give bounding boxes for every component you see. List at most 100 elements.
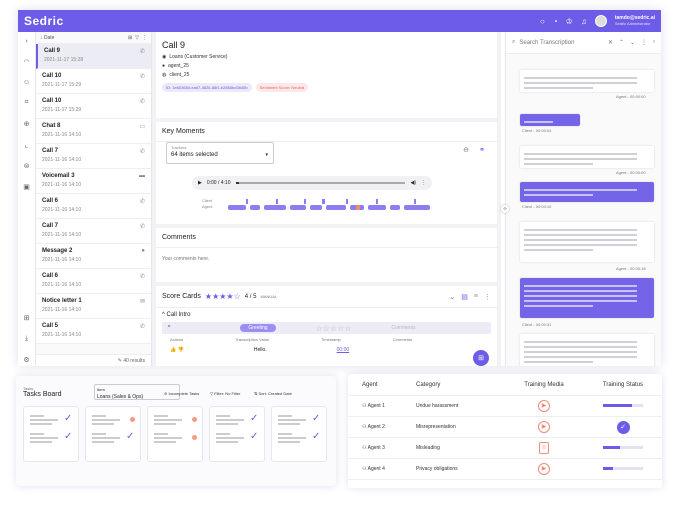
link-icon[interactable]: ⚭ (479, 147, 485, 154)
call-list-item[interactable]: Call 6 2021-11-16 14:10 ✆ (36, 194, 151, 219)
audio-progress[interactable] (235, 182, 406, 184)
task-card[interactable]: ✓ (85, 406, 141, 462)
incomplete-filter[interactable]: ⊘ Incomplete Tasks (164, 391, 200, 396)
chart-icon[interactable]: ⌞ (24, 142, 29, 149)
search-input[interactable]: Search Transcription (519, 39, 575, 46)
call-date: 2021-11-17 15:28 (44, 57, 84, 63)
filter-button[interactable]: ▽ Filter: No Filter (210, 391, 241, 396)
settings-icon[interactable]: ⚙ (23, 357, 30, 364)
split-handle-icon[interactable]: ‹› (501, 205, 509, 213)
clipboard-icon[interactable]: ▣ (23, 184, 30, 191)
call-list-item[interactable]: Chat 8 2021-11-16 14:10 ▭ (36, 119, 151, 144)
mail-icon: ✉ (139, 299, 145, 305)
search-icon[interactable]: ○ (539, 16, 545, 26)
call-list-item[interactable]: Voicemail 3 2021-11-16 14:10 ▬ (36, 169, 151, 194)
edit-icon[interactable]: ✎ (117, 357, 124, 364)
trackers-select[interactable]: Trackers 64 items selected ▾ (166, 142, 274, 164)
play-icon[interactable]: ▶ (198, 180, 202, 186)
call-list-item[interactable]: Call 9 2021-11-17 15:28 ✆ (36, 44, 151, 69)
row-timestamp[interactable]: 00:00 (336, 347, 350, 353)
sort-label[interactable]: Date (43, 34, 55, 41)
grid-icon[interactable]: ⊞ (127, 34, 133, 41)
task-card[interactable]: ✓ ✓ (23, 406, 79, 462)
call-list-item[interactable]: Call 5 2021-11-16 14:10 ✆ (36, 319, 151, 344)
empty-stars[interactable]: ☆☆☆☆☆ (315, 323, 352, 333)
table-row[interactable]: ⚇ Agent 1 Undue harassment ▶ (348, 396, 662, 417)
col-comments: Comments (392, 337, 413, 342)
chevron-up-icon[interactable]: ^ (162, 312, 167, 318)
more-icon[interactable]: ⋮ (641, 40, 647, 46)
play-icon[interactable]: ▶ (538, 400, 550, 412)
brackets-icon[interactable]: ⌗ (24, 99, 29, 106)
col-header: Training Status (602, 381, 644, 388)
play-icon[interactable]: ▶ (538, 463, 550, 475)
play-icon[interactable]: ▶ (538, 421, 550, 433)
download-icon[interactable]: ⤓ (24, 335, 29, 342)
table-row[interactable]: ⚇ Agent 4 Privacy obligations ▶ (348, 459, 662, 480)
chevron-down-icon[interactable]: ⌄ (629, 40, 635, 46)
plus-icon[interactable]: ⊕ (23, 121, 30, 128)
transcript-timestamp: Client - 00:00:10 (522, 204, 552, 209)
filter-icon[interactable]: ▽ (135, 34, 139, 41)
tasks-select-label: Item (97, 387, 105, 392)
help-icon[interactable]: ◔ (552, 16, 558, 26)
transcript-timestamp: Agent - 00:00:00 (616, 94, 646, 99)
table-row[interactable]: ⚇ Agent 3 Misleading ≡ (348, 438, 662, 459)
call-list-item[interactable]: Notice letter 1 2021-11-16 14:10 ✉ (36, 294, 151, 319)
comment-input[interactable]: Your comments here. (162, 256, 210, 262)
call-title: Voicemail 3 (42, 173, 75, 179)
status-dot (192, 417, 197, 422)
volume-icon[interactable]: ◀) (410, 180, 416, 186)
eye-off-icon[interactable]: ⊖ (463, 147, 469, 154)
more-icon[interactable]: ⋮ (421, 180, 426, 186)
import-icon[interactable]: ⊞ (23, 315, 30, 322)
task-card[interactable] (147, 406, 203, 462)
task-card[interactable]: ✓ ✓ (209, 406, 265, 462)
collapse-icon[interactable]: ⌄ (449, 293, 456, 301)
person-icon[interactable]: ⊜ (23, 163, 30, 170)
call-list-item[interactable]: Call 7 2021-11-16 14:10 ✆ (36, 219, 151, 244)
audio-player: ▶ 0:00 / 4:10 ◀) ⋮ (192, 176, 432, 190)
close-icon[interactable]: ✕ (607, 40, 613, 46)
expand-icon[interactable]: › (25, 38, 28, 45)
chevron-right-icon[interactable]: › (653, 39, 655, 45)
call-list-item[interactable]: Call 6 2021-11-16 14:10 ✆ (36, 269, 151, 294)
call-date: 2021-11-16 14:10 (42, 332, 82, 338)
user-icon: ⚇ (362, 424, 368, 430)
col-header: Training Media (524, 381, 564, 388)
call-date: 2021-11-16 14:10 (42, 207, 82, 213)
apps-icon[interactable]: ⊞ (473, 350, 489, 366)
agent-name: Agent 2 (367, 424, 385, 430)
document-icon[interactable]: ≡ (539, 442, 549, 454)
bell-icon[interactable]: ♫ (580, 16, 587, 26)
call-list-item[interactable]: Call 10 2021-11-17 15:29 ✆ (36, 69, 151, 94)
chevron-up-icon[interactable]: ⌃ (618, 40, 624, 46)
task-card[interactable]: ✓ ✓ (271, 406, 327, 462)
speaker-timeline[interactable] (226, 198, 446, 212)
thumbs-icon[interactable]: 👍 👎 (170, 347, 184, 353)
score-title: Score Cards (162, 293, 201, 300)
transcript-bubble (520, 278, 654, 318)
users-icon[interactable]: ☺ (22, 79, 31, 86)
call-list-item[interactable]: Message 2 2021-11-16 14:10 ● (36, 244, 151, 269)
more-icon[interactable]: ⋮ (142, 34, 147, 41)
chevron-up-icon[interactable]: ^ (168, 325, 171, 331)
dashboard-icon[interactable]: ◠ (23, 59, 30, 66)
avatar[interactable] (594, 15, 607, 27)
more-icon[interactable]: ⋮ (484, 293, 491, 301)
tasks-select[interactable]: Item Loans (Sales & Ops) (94, 384, 180, 400)
call-list-item[interactable]: Call 7 2021-11-16 14:10 ✆ (36, 144, 151, 169)
sort-arrow-icon[interactable]: ↓ (40, 34, 44, 41)
calendar-icon[interactable]: ▤ (461, 293, 468, 301)
list-icon[interactable]: ≡ (473, 292, 478, 300)
transcript-bubble (520, 334, 654, 366)
phone-icon: ✆ (139, 224, 145, 230)
message-icon: ● (141, 248, 145, 254)
call-list-item[interactable]: Call 10 2021-11-17 15:29 ✆ (36, 94, 151, 119)
table-row[interactable]: ⚇ Agent 2 Misrepresentation ▶ ✓ (348, 417, 662, 438)
sort-button[interactable]: ⇅ Sort: Created Date (254, 391, 292, 396)
star-rating[interactable]: ★★★★☆ (204, 292, 241, 301)
col-actions: Actions (170, 337, 184, 342)
voicemail-icon: ▬ (139, 173, 145, 179)
graduation-icon[interactable]: ♔ (565, 16, 573, 26)
